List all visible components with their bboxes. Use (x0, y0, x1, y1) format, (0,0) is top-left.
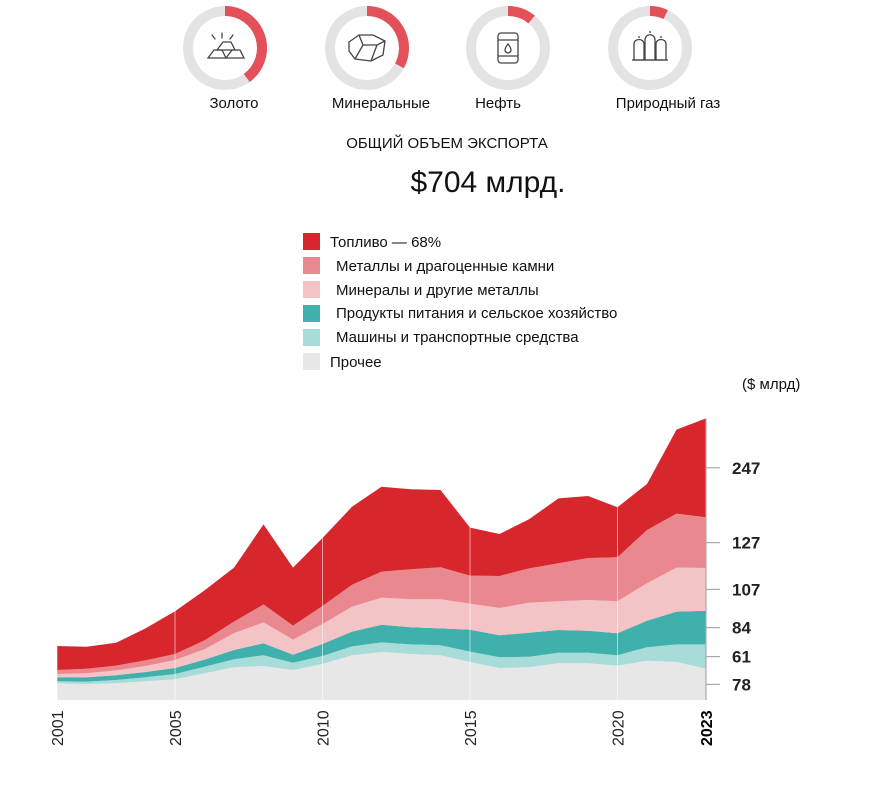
donut-label-gas: Природный газ (616, 95, 721, 112)
donut-oil-arc (507, 6, 535, 24)
donut-gas-arc (649, 6, 668, 20)
value-label-fuel: 247 (732, 459, 760, 478)
legend-label-fuel: Топливо — 68% (330, 234, 441, 251)
x-tick-label-2023: 2023 (699, 710, 716, 746)
legend-swatch-minerals (303, 281, 320, 298)
legend-label-machinery: Машины и транспортные средства (336, 329, 579, 346)
legend-swatch-machinery (303, 329, 320, 346)
mineral-rock-icon (348, 34, 386, 62)
donut-minerals-arc (366, 6, 409, 69)
x-tick-label-2010: 2010 (316, 710, 333, 746)
donut-track (608, 6, 692, 90)
donut-label-gold: Золото (209, 95, 258, 112)
donut-track (466, 6, 550, 90)
commodity-donuts: Золото Минеральные Нефть Природный газ (183, 6, 721, 112)
donut-label-minerals: Минеральные (332, 95, 430, 112)
value-label-metals: 127 (732, 534, 760, 553)
x-tick-label-2001: 2001 (50, 710, 67, 746)
x-tick-label-2020: 2020 (611, 710, 628, 746)
legend-swatch-other (303, 353, 320, 370)
area-minerals (57, 567, 706, 678)
legend-swatch-metals (303, 257, 320, 274)
x-tick-label-2005: 2005 (168, 710, 185, 746)
legend-swatch-food (303, 305, 320, 322)
legend-swatch-fuel (303, 233, 320, 250)
donut-oil (466, 6, 550, 90)
legend-label-food: Продукты питания и сельское хозяйство (336, 305, 617, 322)
donut-label-oil: Нефть (475, 95, 521, 112)
legend-label-metals: Металлы и драгоценные камни (336, 258, 554, 275)
area-metals (57, 513, 706, 674)
donut-minerals (325, 6, 409, 90)
oil-barrel-icon (497, 32, 519, 64)
x-tick-label-2015: 2015 (463, 710, 480, 746)
value-label-food: 84 (732, 619, 751, 638)
subtitle: ОБЩИЙ ОБЪЕМ ЭКСПОРТА (346, 134, 548, 152)
total-export-value: $704 млрд. (410, 166, 565, 199)
area-fuel (57, 418, 706, 670)
legend-label-minerals: Минералы и другие металлы (336, 282, 539, 299)
value-label-minerals: 107 (732, 580, 760, 599)
area-food (57, 610, 706, 682)
legend: Топливо — 68% Металлы и драгоценные камн… (303, 233, 617, 371)
value-label-other: 78 (732, 675, 751, 694)
value-label-machinery: 61 (732, 648, 751, 667)
unit-label: ($ млрд) (742, 376, 800, 393)
stacked-area-chart: 247 127 107 84 61 78 2001 2005 2010 2015 2020 2023 (50, 415, 760, 746)
donut-gas (608, 6, 692, 90)
gas-tanks-icon (632, 31, 668, 61)
area-other (57, 652, 706, 700)
donut-gold-arc (224, 6, 267, 82)
area-machinery (57, 642, 706, 684)
legend-label-other: Прочее (330, 354, 382, 371)
donut-gold (183, 6, 267, 90)
gold-bars-icon (206, 32, 246, 59)
